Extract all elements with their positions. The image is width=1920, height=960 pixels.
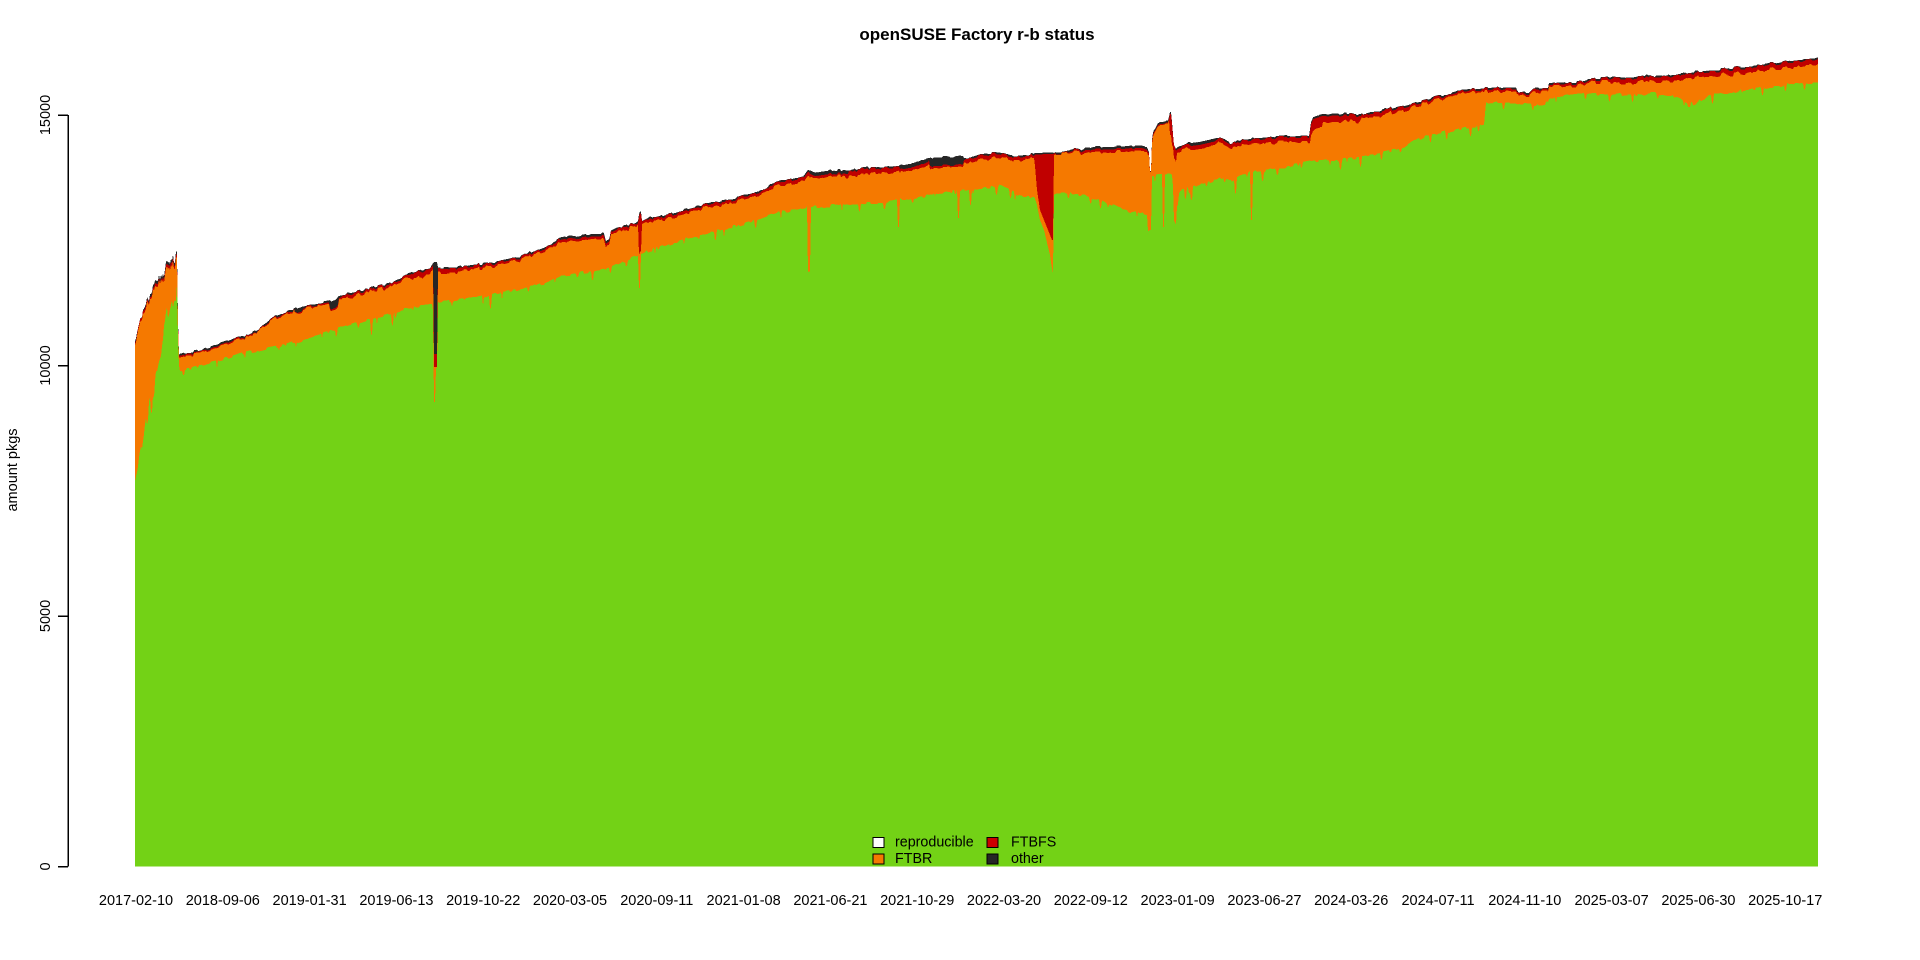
- svg-text:2023-06-27: 2023-06-27: [1227, 893, 1301, 909]
- svg-text:2019-10-22: 2019-10-22: [446, 893, 520, 909]
- svg-text:reproducible: reproducible: [895, 835, 974, 851]
- svg-text:5000: 5000: [38, 600, 54, 632]
- svg-text:other: other: [1011, 851, 1044, 867]
- svg-text:0: 0: [38, 862, 54, 870]
- svg-text:amount pkgs: amount pkgs: [5, 428, 21, 511]
- svg-text:2020-03-05: 2020-03-05: [533, 893, 607, 909]
- svg-text:2018-09-06: 2018-09-06: [186, 893, 260, 909]
- svg-text:openSUSE Factory r-b status: openSUSE Factory r-b status: [859, 25, 1094, 44]
- svg-text:FTBR: FTBR: [895, 851, 932, 867]
- svg-text:2024-07-11: 2024-07-11: [1401, 893, 1474, 909]
- svg-text:2019-06-13: 2019-06-13: [359, 893, 433, 909]
- svg-text:2021-10-29: 2021-10-29: [880, 893, 954, 909]
- svg-text:2025-03-07: 2025-03-07: [1575, 893, 1649, 909]
- svg-text:2025-10-17: 2025-10-17: [1748, 893, 1822, 909]
- svg-text:2017-02-10: 2017-02-10: [99, 893, 173, 909]
- svg-text:2024-03-26: 2024-03-26: [1314, 893, 1388, 909]
- svg-text:2022-03-20: 2022-03-20: [967, 893, 1041, 909]
- svg-text:FTBFS: FTBFS: [1011, 835, 1056, 851]
- svg-text:2022-09-12: 2022-09-12: [1054, 893, 1128, 909]
- svg-text:2024-11-10: 2024-11-10: [1488, 893, 1561, 909]
- svg-text:15000: 15000: [38, 95, 54, 135]
- svg-text:2020-09-11: 2020-09-11: [620, 893, 693, 909]
- svg-text:2021-01-08: 2021-01-08: [707, 893, 781, 909]
- svg-text:2023-01-09: 2023-01-09: [1141, 893, 1215, 909]
- svg-text:2021-06-21: 2021-06-21: [793, 893, 867, 909]
- svg-text:2019-01-31: 2019-01-31: [273, 893, 347, 909]
- svg-text:2025-06-30: 2025-06-30: [1661, 893, 1735, 909]
- svg-text:10000: 10000: [38, 345, 54, 385]
